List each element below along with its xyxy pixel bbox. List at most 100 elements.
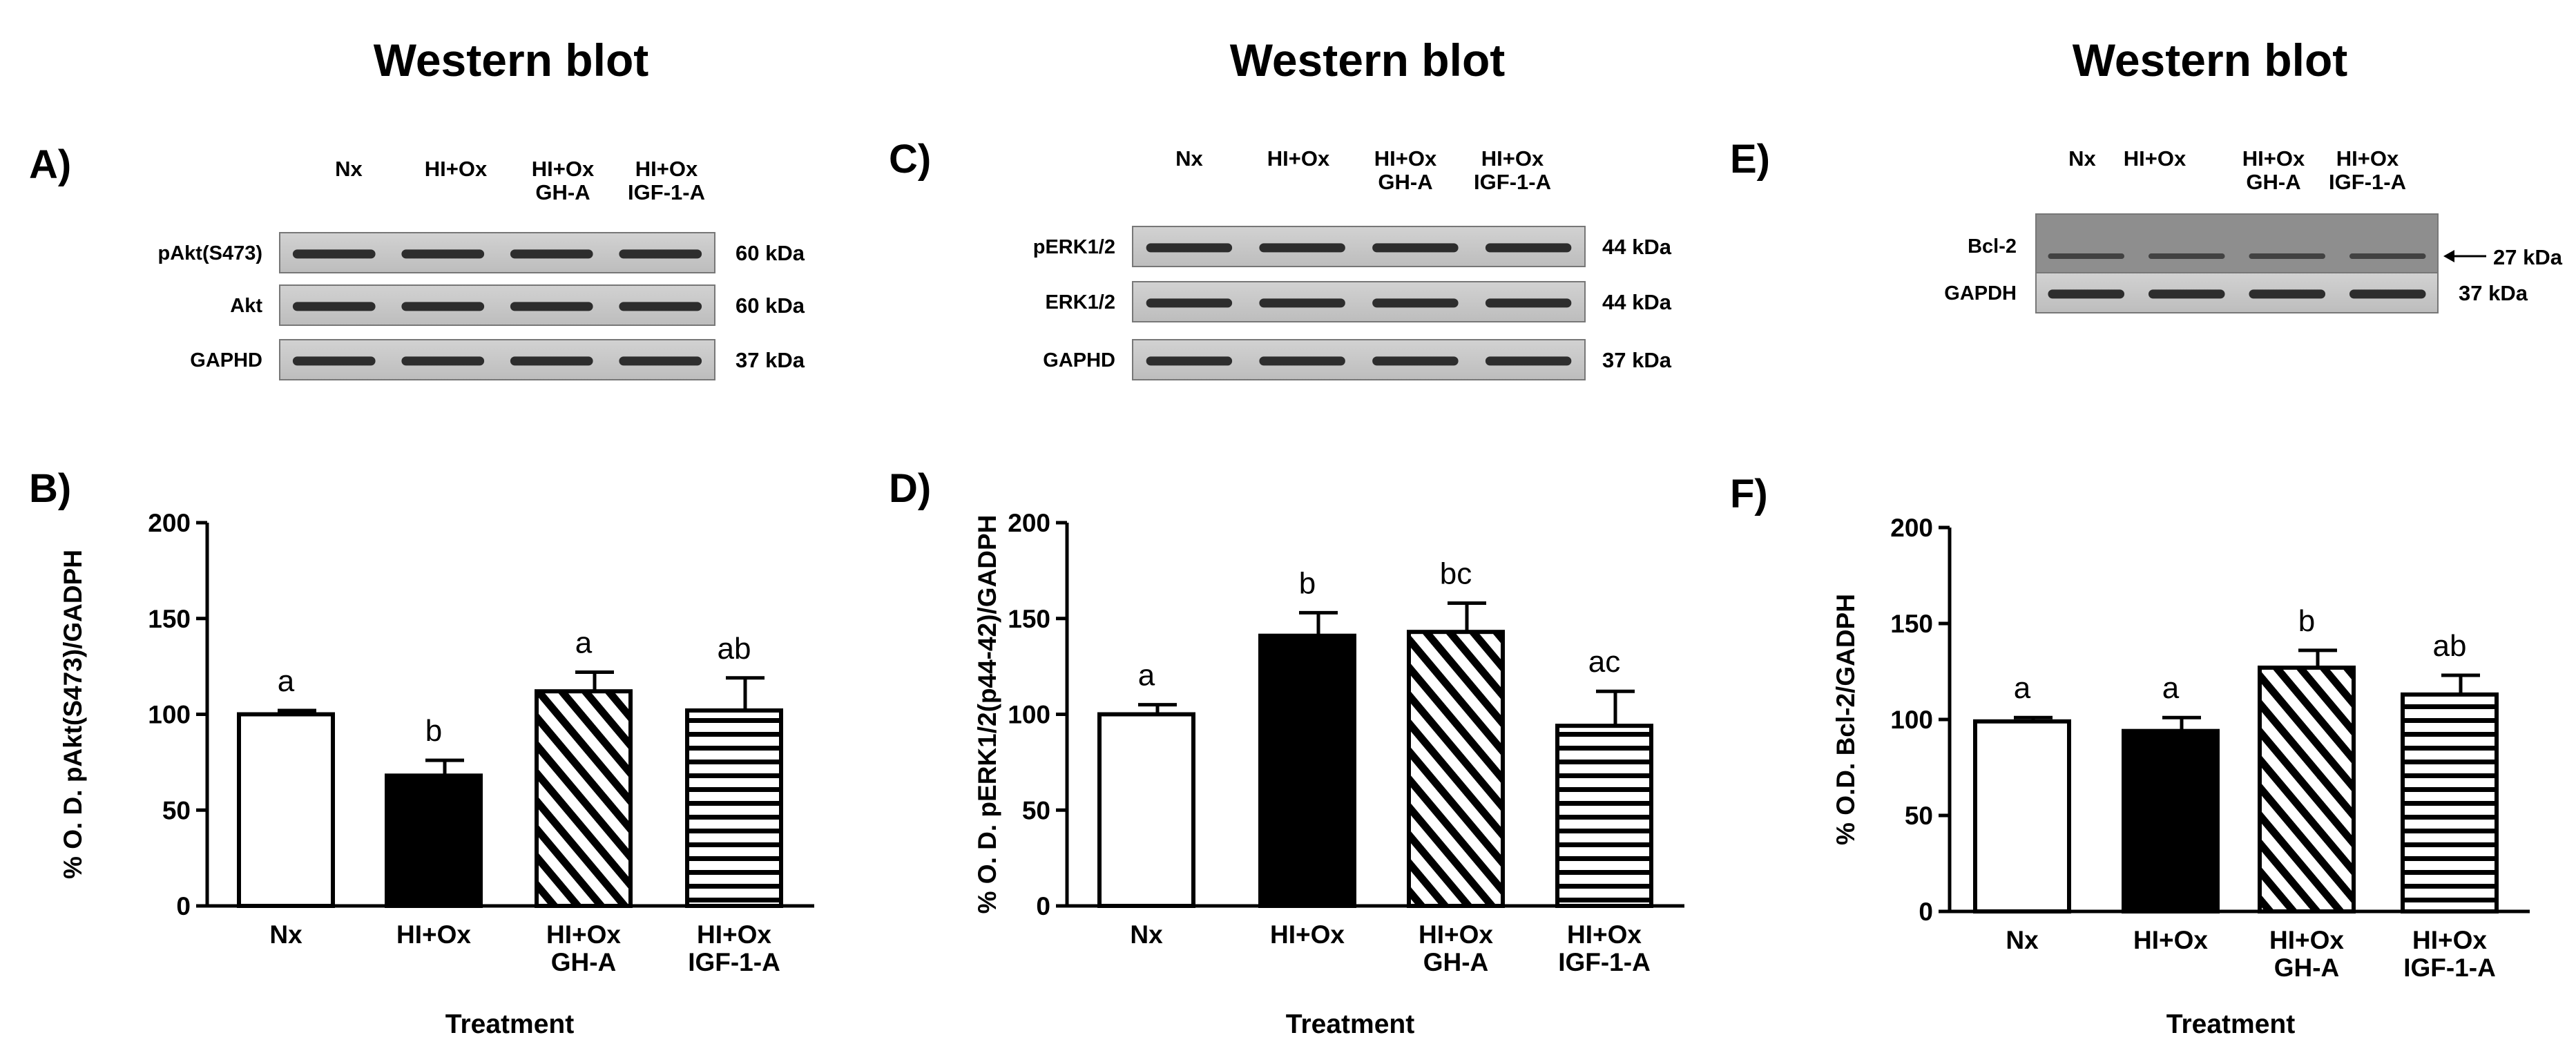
x-axis-label: Treatment: [1286, 1009, 1414, 1039]
y-axis-label: % O.D. Bcl-2/GADPH: [1832, 594, 1860, 845]
bar: [2258, 665, 2356, 914]
x-tick-label: Nx: [269, 920, 302, 949]
lane-label: GH-A: [535, 180, 590, 204]
blot-row-label: GAPHD: [1043, 349, 1115, 371]
lane-label: Nx: [335, 157, 363, 181]
blot-row-label: ERK1/2: [1045, 291, 1115, 313]
blot-band: [619, 302, 702, 311]
y-tick-label: 50: [1905, 802, 1933, 830]
lane-label: Nx: [2068, 146, 2096, 171]
lane-label: IGF-1-A: [1474, 170, 1551, 194]
blot-band: [2249, 253, 2326, 260]
bar-chart-2: D) 0 50 100 150 200% O. D. pERK1/2(p44-42)/GA…: [889, 466, 1684, 1039]
bar: [2401, 692, 2499, 914]
lane-label: HI+Ox: [425, 157, 488, 181]
significance-letter: ab: [718, 632, 751, 666]
significance-letter: ac: [1588, 645, 1620, 679]
blot-band: [401, 302, 485, 311]
x-tick-label: Nx: [1130, 920, 1163, 949]
kda-label: 37 kDa: [736, 348, 805, 372]
y-tick-label: 100: [1008, 701, 1050, 729]
blot-row-label: pERK1/2: [1033, 236, 1115, 258]
x-tick-label: GH-A: [1423, 948, 1489, 976]
significance-letter: bc: [1440, 557, 1472, 591]
blot-band: [2048, 253, 2125, 260]
blot-band: [2249, 289, 2326, 299]
kda-label: 37 kDa: [2459, 281, 2528, 305]
blot-band: [2148, 253, 2225, 260]
y-tick-label: 200: [1890, 514, 1933, 542]
x-tick-label: GH-A: [2274, 954, 2340, 982]
blot-band: [1146, 243, 1233, 253]
y-tick-label: 0: [176, 892, 191, 920]
lane-label: HI+Ox: [2336, 146, 2399, 171]
blot-row-label: Bcl-2: [1968, 235, 2017, 258]
lane-label: Nx: [1175, 146, 1203, 171]
x-tick-label: HI+Ox: [396, 920, 471, 949]
blot-band: [1259, 243, 1345, 253]
blot-row-label: Akt: [230, 295, 262, 317]
x-tick-label: HI+Ox: [2269, 926, 2344, 954]
significance-letter: a: [2014, 671, 2031, 705]
kda-label: 60 kDa: [736, 293, 805, 318]
x-tick-label: IGF-1-A: [688, 948, 780, 976]
blot-band: [1259, 356, 1345, 366]
blot-band: [2148, 289, 2225, 299]
panel-letter: B): [29, 466, 71, 511]
blot-band: [1146, 356, 1233, 366]
kda-label: 44 kDa: [1602, 235, 1672, 259]
lane-label: HI+Ox: [2242, 146, 2305, 171]
lane-label: GH-A: [1378, 170, 1432, 194]
lane-label: HI+Ox: [635, 157, 698, 181]
kda-label: 44 kDa: [1602, 290, 1672, 314]
x-tick-label: HI+Ox: [546, 920, 621, 949]
blot-band: [1485, 243, 1572, 253]
x-tick-label: GH-A: [551, 948, 617, 976]
panel-letter: C): [889, 137, 931, 182]
significance-letter: b: [425, 714, 442, 748]
bar: [1407, 630, 1505, 908]
bar: [1555, 724, 1653, 909]
lane-label: HI+Ox: [2124, 146, 2186, 171]
panel-letter: E): [1730, 137, 1770, 182]
lane-label: IGF-1-A: [628, 180, 705, 204]
bar: [1097, 712, 1195, 908]
x-tick-label: HI+Ox: [2133, 926, 2208, 954]
y-tick-label: 0: [1919, 898, 1933, 926]
lane-label: IGF-1-A: [2329, 170, 2406, 194]
blot-band: [2048, 289, 2125, 299]
kda-label: 27 kDa: [2493, 245, 2563, 269]
panel-title: Western blot: [2073, 35, 2348, 86]
blot-strip: [1132, 226, 1586, 267]
bar-chart-1: B) 0 50 100 150 200 % O. D. pAkt(S473)/GADPH a N…: [29, 466, 814, 1039]
x-axis-label: Treatment: [445, 1009, 574, 1039]
blot-band: [2349, 289, 2426, 299]
x-tick-label: IGF-1-A: [1558, 948, 1651, 976]
blot-band: [401, 356, 485, 366]
lane-label: HI+Ox: [1374, 146, 1437, 171]
blot-band: [510, 249, 593, 259]
blot-strip: [279, 339, 715, 380]
y-tick-label: 50: [1022, 796, 1050, 824]
blot-band: [510, 356, 593, 366]
panel-letter: D): [889, 466, 931, 511]
blot-strip: [2035, 272, 2439, 313]
blot-strip: [279, 232, 715, 273]
blot-band: [510, 302, 593, 311]
significance-letter: a: [278, 664, 295, 698]
blot-band: [1485, 356, 1572, 366]
x-tick-label: HI+Ox: [1270, 920, 1345, 949]
blot-band: [1485, 298, 1572, 308]
y-tick-label: 150: [1008, 605, 1050, 633]
y-axis-label: % O. D. pERK1/2(p44-42)/GADPH: [973, 515, 1001, 914]
bar: [385, 773, 483, 909]
lane-label: HI+Ox: [1267, 146, 1330, 171]
blot-band: [1146, 298, 1233, 308]
blot-band: [1259, 298, 1345, 308]
blot-band: [1372, 356, 1459, 366]
kda-label: 37 kDa: [1602, 348, 1672, 372]
bar: [1973, 719, 2071, 914]
